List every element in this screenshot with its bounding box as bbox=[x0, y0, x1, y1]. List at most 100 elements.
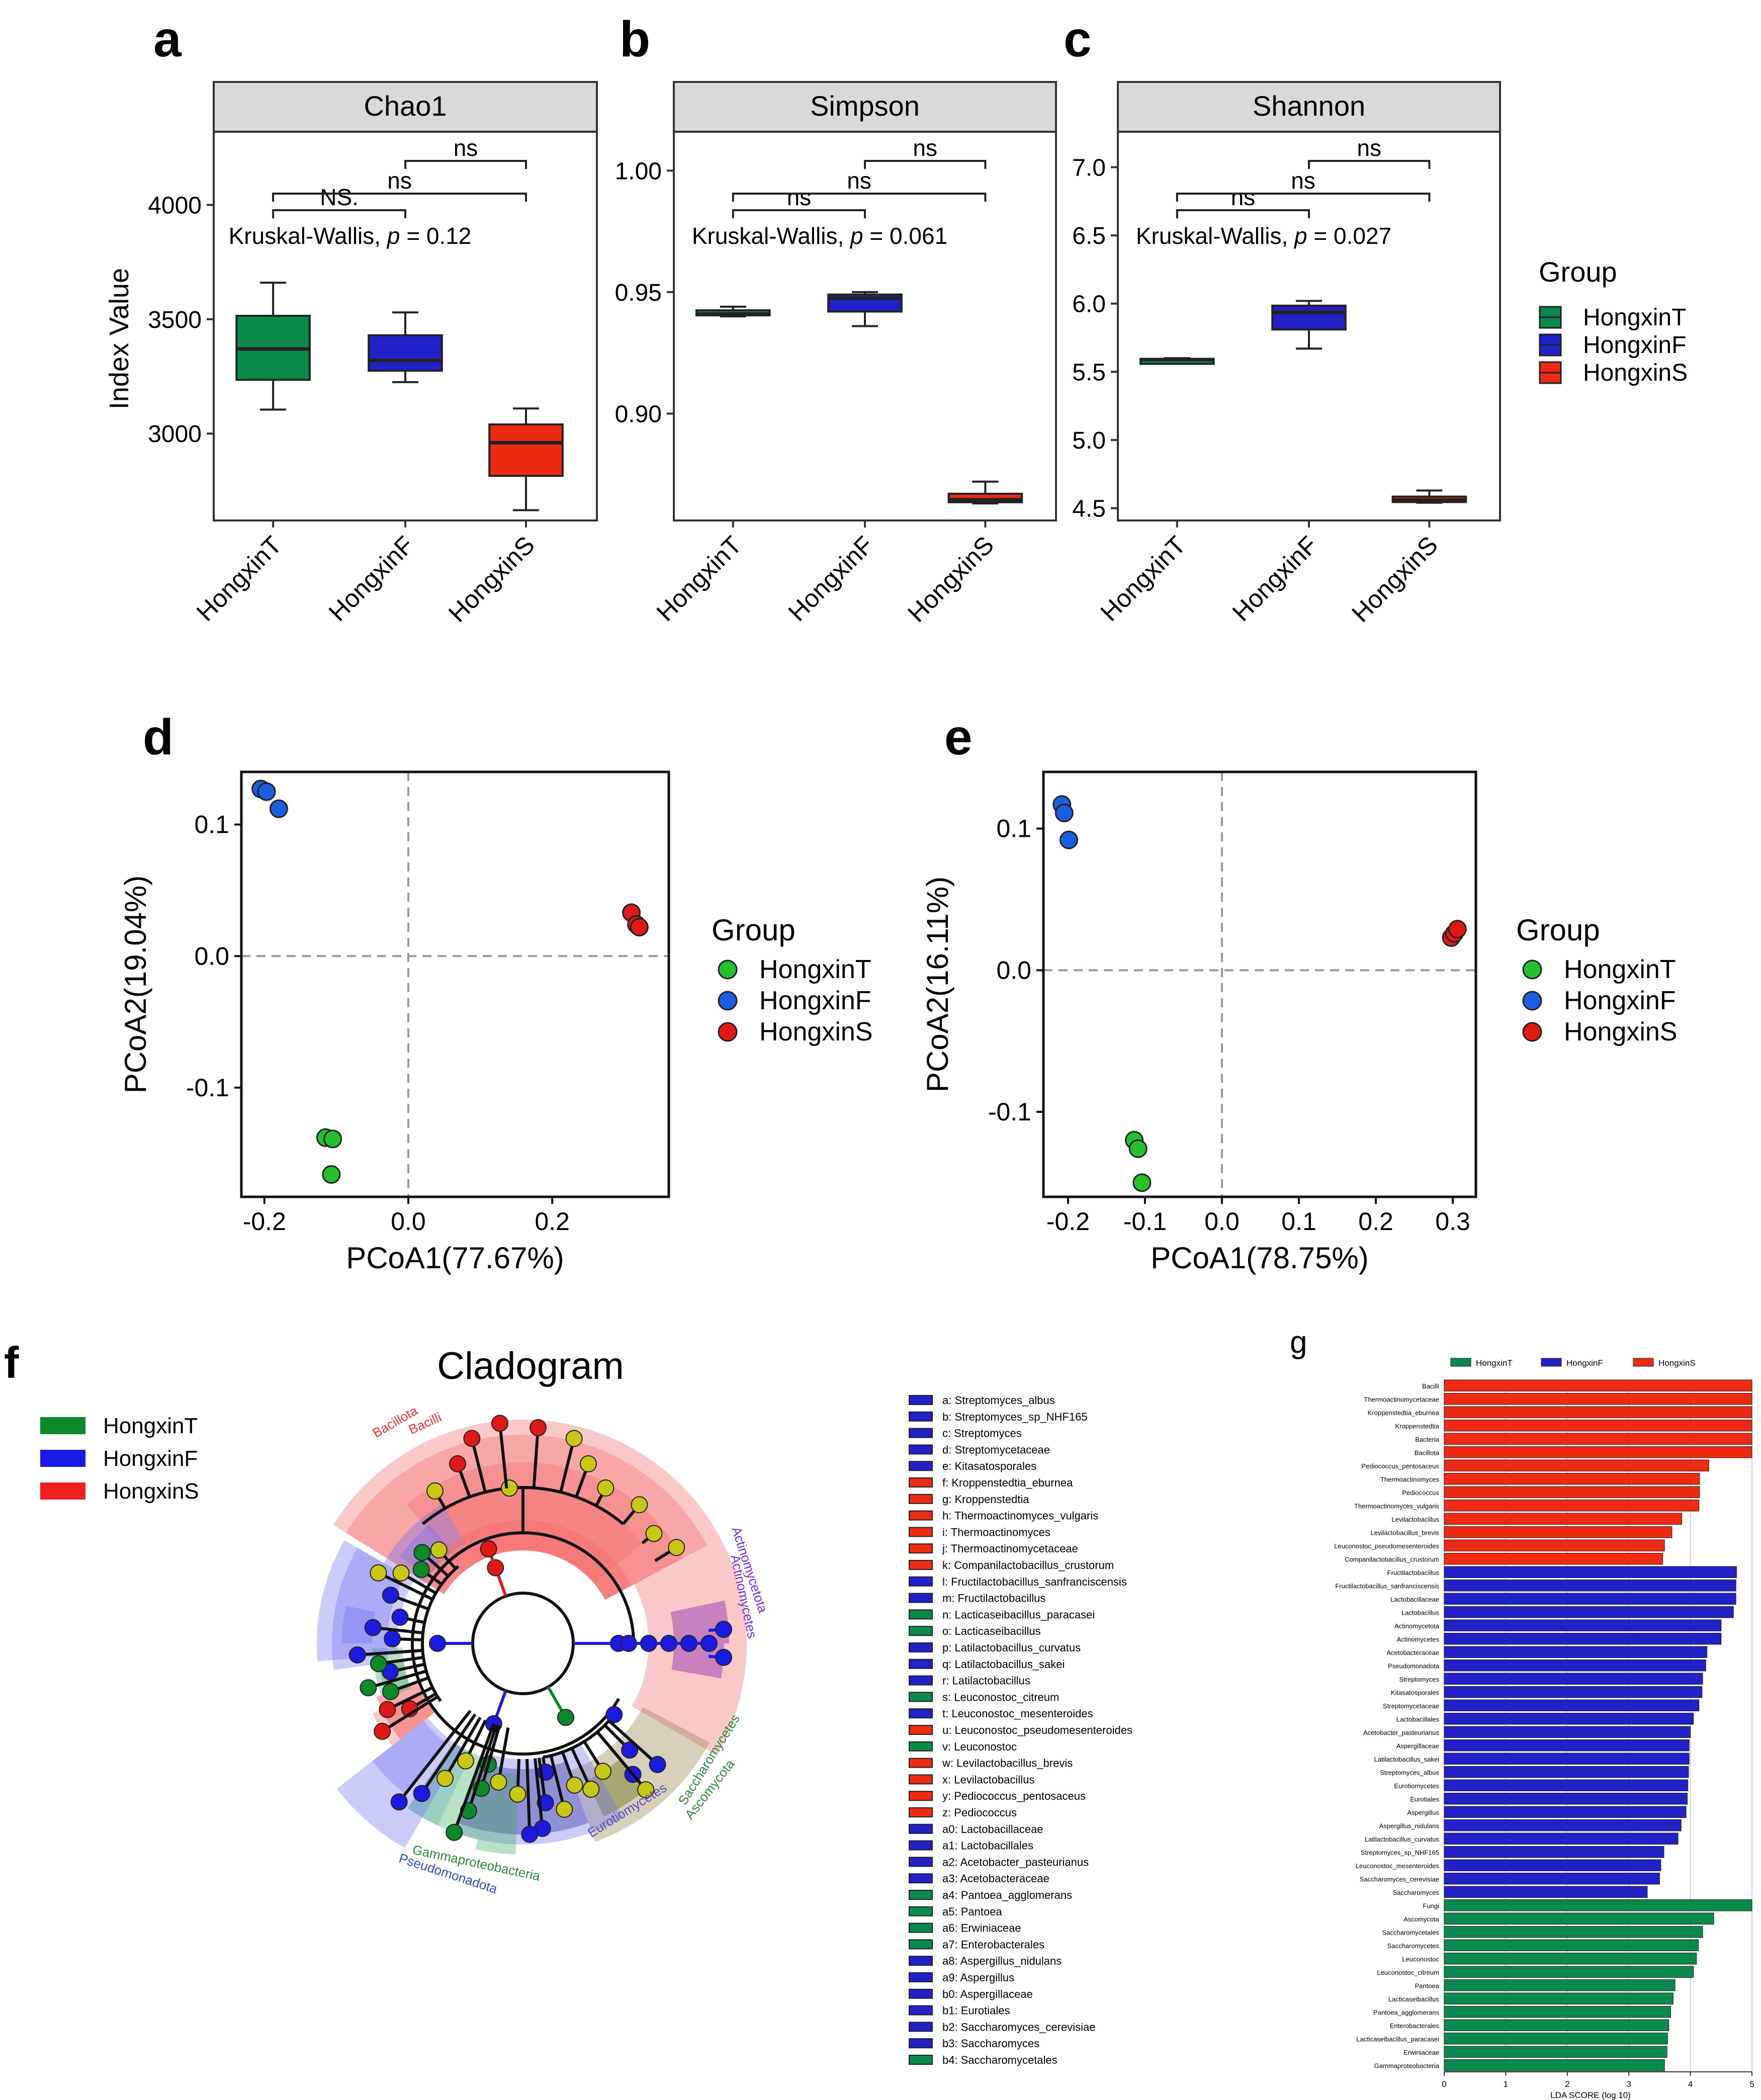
y-tick-label: 0.0 bbox=[194, 942, 229, 970]
point-HongxinT bbox=[322, 1165, 341, 1184]
sig-bracket bbox=[272, 193, 527, 202]
y-tick-label: 4000 bbox=[148, 193, 202, 219]
tree-node bbox=[715, 1648, 733, 1666]
x-tick-label: 0 bbox=[1442, 2079, 1446, 2089]
plot-frame bbox=[240, 770, 670, 1198]
lda-category-label: Kroppenstedtia bbox=[1395, 1423, 1440, 1430]
sig-bracket bbox=[1308, 160, 1431, 169]
legend-label: HongxinF bbox=[1583, 332, 1686, 359]
point-HongxinT bbox=[323, 1129, 342, 1149]
sig-label: NS. bbox=[320, 184, 359, 210]
taxon-label: l: Fructilactobacillus_sanfranciscensis bbox=[942, 1576, 1127, 1588]
clade-shading bbox=[671, 1643, 724, 1679]
legend-key bbox=[40, 1417, 85, 1434]
taxon-label: n: Lacticaseibacillus_paracasei bbox=[942, 1608, 1095, 1621]
panel-labels: a b c d e f g bbox=[4, 11, 1307, 1387]
lda-category-label: Pantoea_agglomerans bbox=[1373, 2009, 1439, 2017]
lda-bar bbox=[1444, 2059, 1665, 2071]
tree-branch bbox=[453, 1723, 495, 1833]
tree-branch bbox=[368, 1670, 427, 1690]
clade-shading bbox=[336, 1717, 463, 1849]
lda-bar bbox=[1444, 1779, 1689, 1791]
x-tick-label: 0.0 bbox=[1204, 1207, 1240, 1236]
taxon-key bbox=[909, 1758, 933, 1768]
lda-category-label: Companilactobacillus_crustorum bbox=[1345, 1556, 1439, 1563]
sig-bracket bbox=[732, 193, 987, 202]
tree-node bbox=[370, 1564, 387, 1582]
taxon-label: k: Companilactobacillus_crustorum bbox=[942, 1559, 1114, 1571]
tree-branch bbox=[420, 1713, 477, 1795]
taxon-label: a2: Acetobacter_pasteurianus bbox=[942, 1856, 1089, 1868]
taxon-label: j: Thermoactinomycetaceae bbox=[942, 1542, 1078, 1555]
tree-node bbox=[480, 1540, 497, 1558]
taxon-key bbox=[909, 1857, 933, 1867]
taxon-key bbox=[909, 1543, 933, 1554]
lda-bar bbox=[1444, 1633, 1722, 1645]
lda-category-label: Aspergillus bbox=[1407, 1809, 1439, 1816]
tree-node bbox=[621, 1741, 639, 1759]
taxon-key bbox=[909, 2005, 933, 2016]
y-tick-label: 0.95 bbox=[615, 280, 662, 306]
sig-label: ns bbox=[1357, 135, 1381, 161]
legend-label: HongxinT bbox=[103, 1414, 198, 1438]
lda-bar bbox=[1444, 1806, 1687, 1818]
legend-label: HongxinF bbox=[759, 986, 871, 1015]
tree-node bbox=[426, 1482, 444, 1500]
facet-title: Chao1 bbox=[364, 90, 447, 122]
tree-node bbox=[582, 1781, 600, 1798]
lda-bar bbox=[1444, 1953, 1697, 1965]
tree-node bbox=[566, 1776, 583, 1794]
taxon-label: b0: Aspergillaceae bbox=[942, 1988, 1033, 2000]
taxon-label: q: Latilactobacillus_sakei bbox=[942, 1658, 1065, 1671]
point-HongxinF bbox=[1059, 830, 1078, 849]
taxon-key bbox=[909, 1428, 933, 1438]
tree-node bbox=[645, 1525, 663, 1542]
taxon-label: z: Pediococcus bbox=[942, 1806, 1017, 1819]
scatter-d: -0.2 0.0 0.2 -0.1 0.0 0.1 PCoA1(77.67%) PCoA2(1… bbox=[119, 770, 872, 1275]
x-tick-label: 0.0 bbox=[391, 1207, 426, 1236]
scatter-e: -0.2 -0.1 0.0 0.1 0.2 0.3 -0.1 0.0 0.1 PCoA1(78.7… bbox=[921, 770, 1677, 1275]
taxon-label: v: Leuconostoc bbox=[942, 1740, 1017, 1753]
taxon-key bbox=[909, 1939, 933, 1950]
taxon-key bbox=[909, 1890, 933, 1900]
tree-branch bbox=[525, 1759, 532, 1834]
x-tick-label: 5 bbox=[1749, 2079, 1754, 2089]
lda-bar bbox=[1444, 1739, 1690, 1752]
lda-category-label: Leuconostoc_pseudomesenteroides bbox=[1334, 1542, 1439, 1550]
lda-category-label: Lacticaseibacillus bbox=[1388, 1995, 1440, 2003]
lda-category-label: Streptomyces_sp_NHF165 bbox=[1361, 1849, 1439, 1857]
tree-node bbox=[392, 1564, 410, 1582]
taxon-key bbox=[909, 1873, 933, 1884]
sig-label: ns bbox=[913, 135, 937, 161]
lda-category-label: Acetobacter_pasteurianus bbox=[1363, 1729, 1440, 1736]
tree-branch bbox=[378, 1571, 433, 1601]
lda-category-label: Eurotiales bbox=[1410, 1796, 1439, 1803]
y-tick-label: -0.1 bbox=[186, 1074, 229, 1102]
tree-node bbox=[529, 1419, 547, 1437]
taxon-label: x: Levilactobacillus bbox=[942, 1773, 1034, 1786]
lda-category-label: Fructilactobacillus bbox=[1387, 1569, 1440, 1577]
taxon-key bbox=[909, 1560, 933, 1570]
taxon-label: b: Streptomyces_sp_NHF165 bbox=[942, 1411, 1088, 1423]
point-HongxinF bbox=[257, 782, 276, 801]
box-HongxinS bbox=[488, 423, 564, 477]
tree-node bbox=[700, 1635, 718, 1652]
x-tick-label: -0.1 bbox=[1123, 1207, 1167, 1236]
tree-node bbox=[379, 1701, 396, 1718]
lda-bar bbox=[1444, 1926, 1703, 1938]
lda-category-label: Erwiniaceae bbox=[1403, 2049, 1439, 2056]
tree-node bbox=[565, 1430, 583, 1447]
taxon-label: b4: Saccharomycetales bbox=[942, 2054, 1058, 2066]
lda-bar bbox=[1444, 1646, 1708, 1658]
sig-label: ns bbox=[1231, 184, 1256, 210]
lda-bar bbox=[1444, 1539, 1665, 1551]
legend-label: HongxinS bbox=[759, 1017, 872, 1046]
clade-shading bbox=[372, 1720, 446, 1794]
tree-node bbox=[594, 1763, 611, 1780]
legend-label: HongxinT bbox=[1564, 955, 1676, 984]
legend-label: HongxinF bbox=[1564, 986, 1676, 1015]
y-axis-label: Index Value bbox=[104, 268, 134, 409]
box-HongxinF bbox=[368, 334, 443, 372]
lda-bar bbox=[1444, 1966, 1694, 1978]
